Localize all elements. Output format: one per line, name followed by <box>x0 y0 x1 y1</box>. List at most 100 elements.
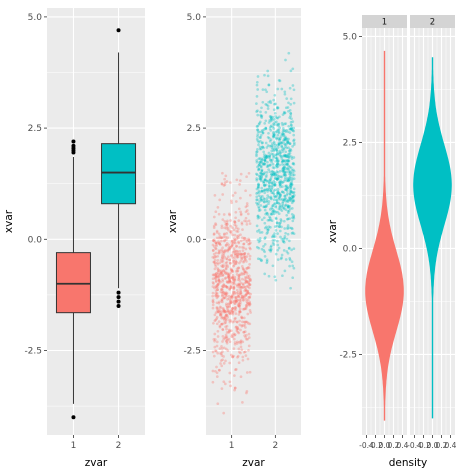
jitter-point <box>278 195 282 198</box>
jitter-point <box>290 232 294 235</box>
jitter-point <box>233 388 236 392</box>
jitter-point <box>289 166 293 170</box>
jitter-point <box>272 243 276 246</box>
jitter-point <box>273 133 276 137</box>
jitter-point <box>279 135 283 139</box>
jitter-point <box>274 115 277 118</box>
jitter-point <box>226 248 229 252</box>
jitter-point <box>244 247 248 251</box>
jitter-point <box>278 126 282 130</box>
jitter-point <box>229 301 233 305</box>
jitter-point <box>283 195 287 198</box>
jitter-point <box>220 284 224 288</box>
jitter-point <box>224 339 228 343</box>
jitter-point <box>292 139 295 143</box>
jitter-point <box>256 198 259 202</box>
jitter-point <box>255 154 258 158</box>
jitter-point <box>280 175 283 179</box>
jitter-point <box>258 161 262 165</box>
jitter-point <box>260 174 263 178</box>
jitter-point <box>236 278 240 282</box>
jitter-point <box>269 218 272 222</box>
jitter-point <box>243 323 247 326</box>
jitter-point <box>225 302 228 306</box>
jitter-point <box>276 165 280 168</box>
jitter-point <box>267 83 271 87</box>
jitter-point <box>261 129 264 132</box>
jitter-point <box>238 283 241 287</box>
jitter-point <box>276 162 280 166</box>
boxplot-y-tick-label: -2.5 <box>24 346 42 356</box>
jitter-point <box>278 229 282 233</box>
jitter-point <box>273 195 277 199</box>
jitter-point <box>237 241 241 245</box>
jitter-point <box>260 169 264 173</box>
jitter-point <box>219 359 223 362</box>
jitter-point <box>286 162 290 166</box>
jitter-point <box>259 136 262 139</box>
jitter-point <box>222 309 225 313</box>
jitter-point <box>275 162 279 166</box>
jitter-point <box>288 257 292 260</box>
jitter-point <box>265 155 269 158</box>
jitter-point <box>221 328 225 332</box>
jitter-point <box>235 256 239 259</box>
jitter-point <box>258 191 261 194</box>
jitter-point <box>277 124 280 128</box>
jitter-point <box>224 310 228 314</box>
jitter-point <box>241 246 244 249</box>
jitter-point <box>277 207 281 211</box>
jitter-point <box>288 86 292 90</box>
jitter-point <box>228 279 232 283</box>
jitter-point <box>238 179 242 182</box>
jitter-point <box>279 151 283 155</box>
jitter-point <box>278 151 282 155</box>
jitter-point <box>232 281 236 284</box>
jitter-point <box>248 295 252 299</box>
jitter-point <box>227 248 230 252</box>
jitter-point <box>246 298 250 302</box>
jitter-point <box>267 155 271 159</box>
jitter-point <box>239 285 242 289</box>
jitter-point <box>282 142 286 145</box>
jitter-point <box>262 162 266 165</box>
jitter-point <box>274 252 278 256</box>
jitter-point <box>278 149 282 153</box>
jitter-point <box>274 195 278 199</box>
jitter-point <box>259 204 263 207</box>
jitter-point <box>233 241 237 245</box>
violin-y-tick-label: 5.0 <box>343 32 358 42</box>
jitter-point <box>266 231 270 234</box>
jitter-point <box>243 252 247 255</box>
jitter-point <box>290 260 294 264</box>
jitter-point <box>228 311 232 314</box>
jitter-point <box>259 171 263 175</box>
jitter-point <box>276 173 279 177</box>
jitter-point <box>286 141 290 144</box>
jitter-point <box>228 371 232 375</box>
jitter-point <box>269 119 273 123</box>
jitter-point <box>233 282 236 286</box>
jitter-point <box>286 159 289 163</box>
jitter-point <box>222 235 226 239</box>
jitter-point <box>270 173 273 176</box>
jitter-point <box>263 158 267 162</box>
jitter-point <box>224 174 228 178</box>
jitter-point <box>228 261 232 265</box>
jitter-point <box>292 143 296 146</box>
jitter-point <box>286 217 289 221</box>
jitter-point <box>215 244 218 248</box>
jitter-point <box>258 239 262 242</box>
jitter-point <box>237 294 241 298</box>
jitter-point <box>270 158 274 162</box>
jitter-point <box>220 322 224 326</box>
jitter-point <box>281 200 285 203</box>
jitter-point <box>287 211 290 215</box>
jitter-point <box>225 341 229 345</box>
jitter-point <box>241 277 244 281</box>
jitter-point <box>275 137 278 141</box>
jitter-point <box>286 206 290 209</box>
jitter-point <box>282 241 286 244</box>
jitter-point <box>221 307 225 310</box>
jitter-point <box>284 204 287 208</box>
